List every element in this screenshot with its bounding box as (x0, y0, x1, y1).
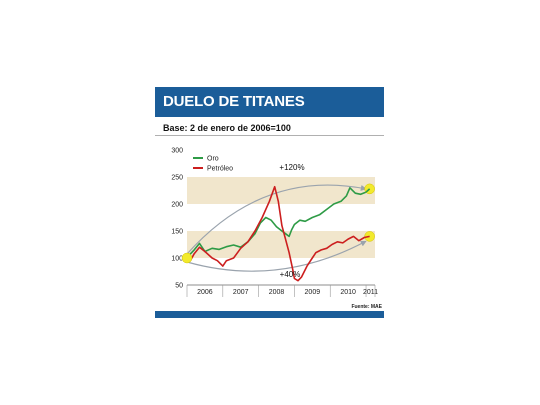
series-tip (364, 235, 370, 239)
oil-trend-arc (186, 240, 367, 272)
y-tick-label: 100 (171, 256, 183, 263)
legend-label: Oro (207, 156, 219, 163)
start-point-marker (181, 252, 193, 264)
infographic-card: DUELO DE TITANES Base: 2 de enero de 200… (155, 87, 384, 318)
endpoint-markers (181, 183, 375, 264)
x-tick-label: 2011 (363, 289, 378, 296)
bottom-banner (155, 311, 384, 318)
x-tick-label: 2009 (305, 289, 321, 296)
chart-subtitle: Base: 2 de enero de 2006=100 (163, 123, 291, 133)
legend-label: Petróleo (207, 166, 233, 173)
chart-title: DUELO DE TITANES (163, 93, 305, 110)
data-lines (186, 185, 371, 282)
subtitle-divider (155, 135, 384, 136)
series-line-petroleo (186, 185, 370, 282)
x-tick-label: 2007 (233, 289, 249, 296)
x-tick-label: 2006 (197, 289, 213, 296)
oil-change-label: +40% (280, 270, 301, 279)
gold-trend-arc (186, 184, 367, 255)
y-axis: 50 100 150 200 250 300 (171, 148, 183, 290)
gold-change-label: +120% (279, 163, 304, 172)
y-tick-label: 150 (171, 229, 183, 236)
annotations: +120% +40% (279, 163, 304, 279)
series-tip (365, 188, 371, 193)
x-tick-label: 2010 (340, 289, 356, 296)
source-note: Fuente: MAE (351, 304, 382, 310)
grid-band (187, 231, 375, 258)
trend-arcs (186, 184, 367, 272)
grid-band (187, 177, 375, 204)
y-tick-label: 200 (171, 202, 183, 209)
x-axis: 2006 2007 2008 2009 2010 2011 (186, 284, 378, 297)
legend: Oro Petróleo (193, 156, 233, 173)
x-tick-label: 2008 (269, 289, 285, 296)
y-tick-label: 300 (171, 148, 183, 155)
y-tick-label: 50 (175, 283, 183, 290)
y-tick-label: 250 (171, 175, 183, 182)
title-banner: DUELO DE TITANES (155, 87, 384, 117)
